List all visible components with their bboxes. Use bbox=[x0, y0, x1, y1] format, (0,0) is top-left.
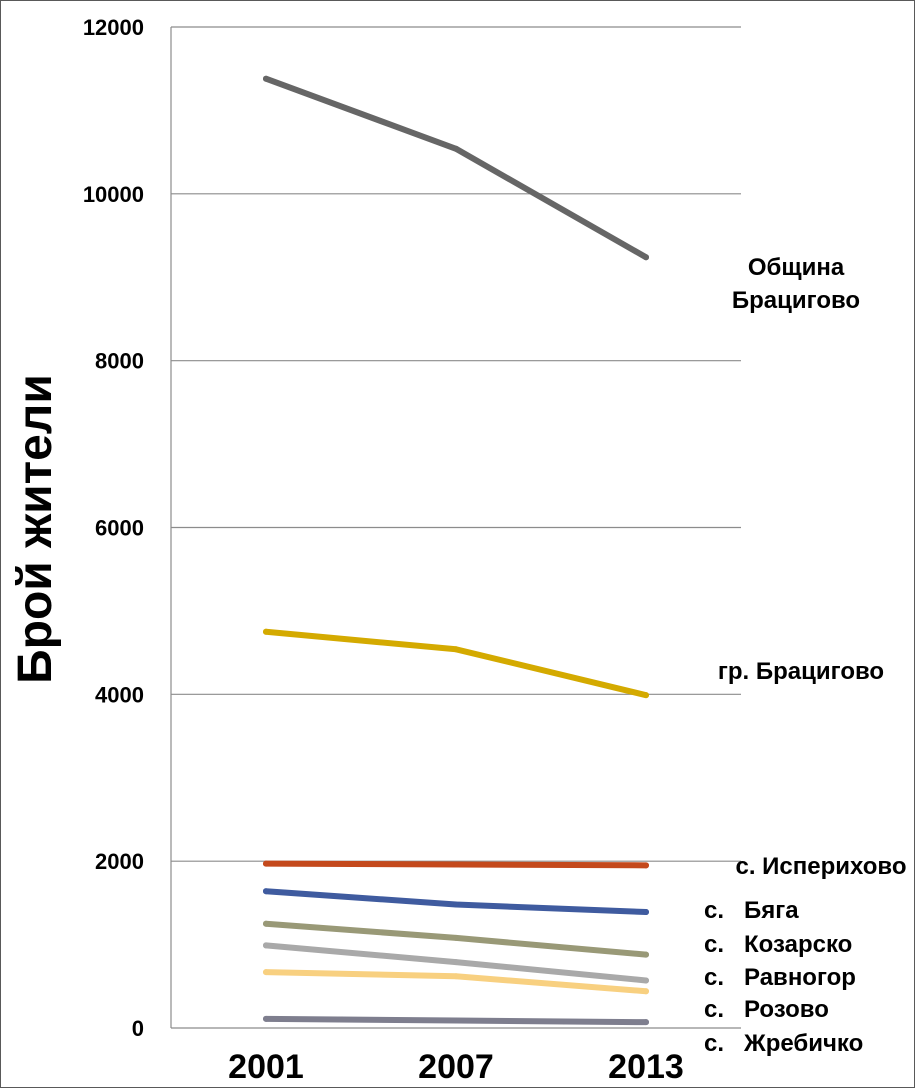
data-point bbox=[453, 145, 459, 152]
data-point bbox=[453, 901, 459, 908]
data-point bbox=[643, 254, 649, 261]
data-point bbox=[263, 628, 269, 635]
data-point bbox=[263, 969, 269, 976]
data-point bbox=[643, 977, 649, 984]
y-tick-label: 6000 bbox=[95, 516, 144, 541]
series-label: с. Розово bbox=[704, 996, 829, 1023]
series-label: гр. Брацигово bbox=[718, 658, 884, 685]
series-label: с. Жребичко bbox=[704, 1030, 863, 1057]
data-point bbox=[263, 942, 269, 949]
series-line bbox=[263, 628, 649, 699]
data-point bbox=[643, 1019, 649, 1026]
data-point bbox=[263, 1015, 269, 1022]
data-point bbox=[453, 1017, 459, 1024]
data-point bbox=[453, 646, 459, 653]
series-label: с. Равногор bbox=[704, 964, 856, 991]
series-line bbox=[263, 75, 649, 261]
y-axis-label: Брой жители bbox=[9, 374, 62, 684]
gridlines bbox=[170, 26, 741, 1029]
x-tick-label: 2007 bbox=[418, 1048, 494, 1086]
data-point bbox=[453, 959, 459, 966]
y-tick-label: 4000 bbox=[95, 682, 144, 707]
series-label: с. Козарско bbox=[704, 931, 852, 958]
y-tick-label: 0 bbox=[132, 1016, 144, 1041]
x-axis-ticks: 2001 2007 2013 bbox=[228, 1048, 684, 1086]
series-labels: Община Брацигово гр. Брацигово с. Исперихов… bbox=[704, 254, 907, 1057]
x-tick-label: 2013 bbox=[608, 1048, 684, 1086]
series-label: Брацигово bbox=[732, 287, 860, 314]
y-axis-ticks: 0 2000 4000 6000 8000 10000 12000 bbox=[83, 15, 144, 1041]
y-tick-label: 12000 bbox=[83, 15, 144, 40]
y-tick-label: 10000 bbox=[83, 182, 144, 207]
data-point bbox=[643, 951, 649, 958]
series-label: с. Исперихово bbox=[735, 853, 906, 880]
data-point bbox=[643, 862, 649, 869]
data-point bbox=[263, 860, 269, 867]
data-point bbox=[263, 888, 269, 895]
series-label: Община bbox=[748, 254, 845, 281]
y-tick-label: 8000 bbox=[95, 349, 144, 374]
data-point bbox=[453, 973, 459, 980]
data-point bbox=[453, 861, 459, 868]
x-tick-label: 2001 bbox=[228, 1048, 304, 1086]
data-point bbox=[643, 692, 649, 699]
series-label: с. Бяга bbox=[704, 897, 799, 924]
data-point bbox=[263, 920, 269, 927]
data-point bbox=[453, 934, 459, 941]
y-tick-label: 2000 bbox=[95, 849, 144, 874]
data-point bbox=[643, 988, 649, 995]
series-lines bbox=[263, 75, 649, 1026]
data-point bbox=[643, 909, 649, 916]
data-point bbox=[263, 75, 269, 82]
